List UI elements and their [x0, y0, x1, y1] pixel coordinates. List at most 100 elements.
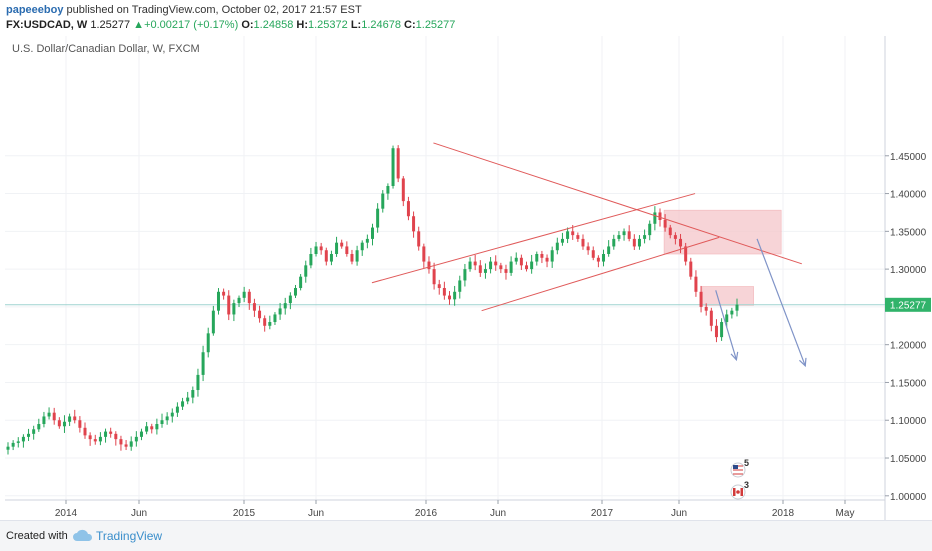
candle: [150, 423, 154, 434]
author-link[interactable]: papeeeboy: [6, 4, 64, 16]
resistance-zone-2[interactable]: [701, 286, 754, 306]
candle: [555, 237, 559, 255]
candle: [247, 289, 251, 310]
tradingview-brand[interactable]: TradingView: [96, 529, 163, 543]
candle: [42, 411, 46, 428]
candle: [735, 298, 739, 317]
x-tick-label: 2015: [233, 508, 256, 519]
candle: [494, 255, 498, 271]
candle: [278, 302, 282, 320]
candle: [545, 254, 549, 268]
candle: [627, 225, 631, 242]
candle: [211, 305, 215, 336]
close-value: 1.25277: [415, 19, 456, 31]
economic-events[interactable]: 53: [730, 458, 749, 500]
candle: [694, 270, 698, 297]
publish-info: papeeeboy published on TradingView.com, …: [6, 4, 362, 16]
candle: [709, 307, 713, 332]
candle: [509, 256, 513, 276]
descending-trendline[interactable]: [433, 142, 802, 265]
candle: [57, 417, 61, 429]
candle: [725, 309, 729, 327]
high-value: 1.25372: [307, 19, 348, 31]
y-tick-label: 1.30000: [890, 265, 927, 276]
candle: [730, 307, 734, 319]
candle: [242, 286, 246, 303]
x-tick-label: 2018: [772, 508, 795, 519]
candle: [304, 260, 308, 283]
candle: [293, 284, 297, 299]
price-chart[interactable]: U.S. Dollar/Canadian Dollar, W, FXCM 1.4…: [0, 36, 932, 520]
candle: [129, 436, 133, 451]
resistance-zone-1[interactable]: [663, 209, 782, 255]
candle: [560, 232, 564, 246]
us-flag-icon[interactable]: 5: [730, 458, 749, 478]
forecast-arrow-1[interactable]: [715, 290, 739, 362]
forecast-arrow-2[interactable]: [756, 238, 807, 368]
candle: [673, 232, 677, 245]
candle: [268, 315, 272, 330]
candle: [78, 416, 82, 433]
candle: [663, 214, 667, 232]
candle: [124, 440, 128, 451]
candle: [396, 145, 400, 183]
chart-title: U.S. Dollar/Canadian Dollar, W, FXCM: [12, 43, 200, 55]
candle: [252, 298, 256, 317]
candle: [109, 427, 113, 438]
candle: [458, 275, 462, 299]
published-text: published on TradingView.com, October 02…: [66, 4, 362, 16]
candle: [468, 257, 472, 272]
candle: [68, 413, 72, 427]
y-tick-label: 1.15000: [890, 378, 927, 389]
candle: [417, 226, 421, 251]
candle: [21, 434, 25, 448]
tradingview-cloud-icon[interactable]: [72, 529, 94, 543]
candle: [668, 224, 672, 239]
candle: [381, 190, 385, 213]
open-value: 1.24858: [253, 19, 294, 31]
candle: [314, 241, 318, 257]
candle: [98, 432, 102, 446]
candle: [181, 397, 185, 410]
candle: [386, 183, 390, 200]
canada-flag-icon[interactable]: 3: [730, 480, 749, 500]
price-axis[interactable]: 1.450001.400001.350001.300001.250001.200…: [885, 152, 927, 503]
candle: [155, 418, 159, 435]
y-tick-label: 1.05000: [890, 454, 927, 465]
candle: [73, 409, 77, 424]
candle: [299, 274, 303, 291]
candle: [191, 386, 195, 404]
candle: [714, 319, 718, 343]
candle: [622, 228, 626, 241]
candle: [648, 220, 652, 241]
candlestick-series: [6, 145, 739, 455]
trend-drawings[interactable]: [371, 142, 807, 368]
channel-lower-line[interactable]: [481, 236, 720, 312]
symbol-label[interactable]: FX:USDCAD, W: [6, 19, 88, 31]
candle: [530, 254, 534, 274]
candle: [412, 211, 416, 238]
candle: [114, 431, 118, 446]
candle: [6, 442, 10, 455]
low-value: 1.24678: [361, 19, 401, 31]
candle: [478, 260, 482, 277]
chart-header: papeeeboy published on TradingView.com, …: [0, 0, 932, 36]
event-count: 3: [744, 480, 749, 490]
resistance-zones: [663, 209, 782, 306]
candle: [319, 242, 323, 255]
candle: [401, 176, 405, 207]
candle: [586, 242, 590, 255]
channel-upper-line[interactable]: [371, 193, 696, 284]
time-axis[interactable]: 2014 Jun 2015 Jun 2016 Jun 2017 Jun 2018 May: [55, 500, 855, 519]
candle: [27, 428, 31, 441]
candle: [653, 206, 657, 231]
candle: [345, 241, 349, 257]
x-tick-label: 2017: [591, 508, 614, 519]
candle: [227, 290, 231, 321]
candle: [222, 288, 226, 300]
candle: [263, 315, 267, 332]
candle: [632, 234, 636, 250]
candle: [139, 428, 143, 441]
candle: [206, 327, 210, 358]
high-key: H:: [296, 19, 308, 31]
